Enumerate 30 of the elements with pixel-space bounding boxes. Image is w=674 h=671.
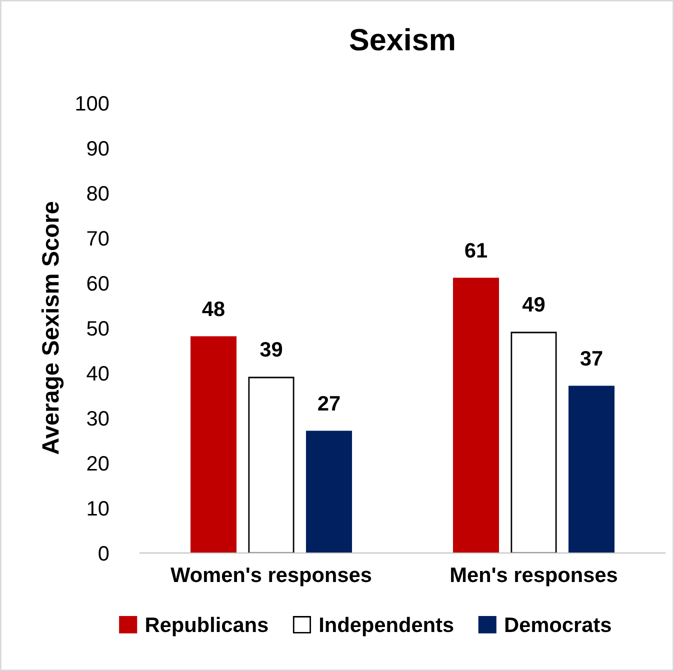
y-tick-label: 100 [76, 96, 109, 111]
data-label: 61 [465, 242, 488, 258]
data-label: 39 [260, 342, 282, 357]
y-tick-label: 10 [88, 501, 109, 516]
bar [248, 376, 294, 553]
y-tick-label: 60 [87, 276, 109, 291]
x-tick-label: Women's responses [170, 568, 372, 586]
bar [452, 278, 500, 553]
y-axis-title: Average Sexism Score [41, 202, 64, 454]
y-tick-label: 40 [86, 366, 109, 381]
data-label: 49 [522, 296, 545, 312]
chart-title: Sexism [350, 28, 454, 51]
y-tick-label: 70 [87, 231, 109, 246]
y-tick-label: 30 [87, 411, 109, 426]
bar [568, 386, 615, 553]
bar [190, 336, 237, 553]
x-tick-label: Men's responses [451, 568, 618, 586]
legend-label: Republicans [146, 616, 268, 636]
legend-label: Independents [320, 616, 454, 636]
legend-label: Democrats [505, 618, 611, 632]
y-tick-label: 80 [87, 186, 109, 201]
y-tick-label: 50 [87, 321, 109, 336]
bar [306, 430, 352, 553]
data-label: 27 [318, 396, 340, 411]
y-tick-label: 20 [87, 456, 109, 471]
y-tick-label: 90 [87, 141, 109, 156]
data-label: 48 [202, 301, 224, 316]
bar [510, 332, 557, 553]
y-tick-label: 0 [98, 546, 109, 561]
data-label: 37 [580, 350, 602, 366]
